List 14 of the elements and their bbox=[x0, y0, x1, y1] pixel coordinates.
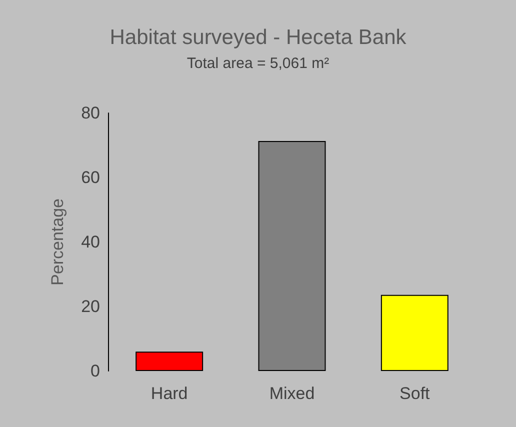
bar bbox=[136, 352, 204, 371]
chart-title: Habitat surveyed - Heceta Bank bbox=[110, 26, 407, 49]
x-tick-label: Mixed bbox=[269, 384, 315, 403]
x-tick-label: Hard bbox=[150, 384, 188, 403]
y-tick-label: 40 bbox=[81, 232, 100, 252]
x-tick-label: Soft bbox=[400, 384, 430, 403]
y-tick-label: 80 bbox=[81, 104, 100, 122]
y-tick-label: 20 bbox=[81, 297, 100, 316]
bar bbox=[380, 294, 448, 371]
chart-subtitle: Total area = 5,061 m² bbox=[186, 55, 330, 72]
y-axis-title: Percentage bbox=[48, 198, 67, 286]
y-tick-label: 60 bbox=[81, 168, 100, 187]
y-tick-label: 0 bbox=[90, 362, 100, 380]
bar bbox=[258, 141, 326, 371]
